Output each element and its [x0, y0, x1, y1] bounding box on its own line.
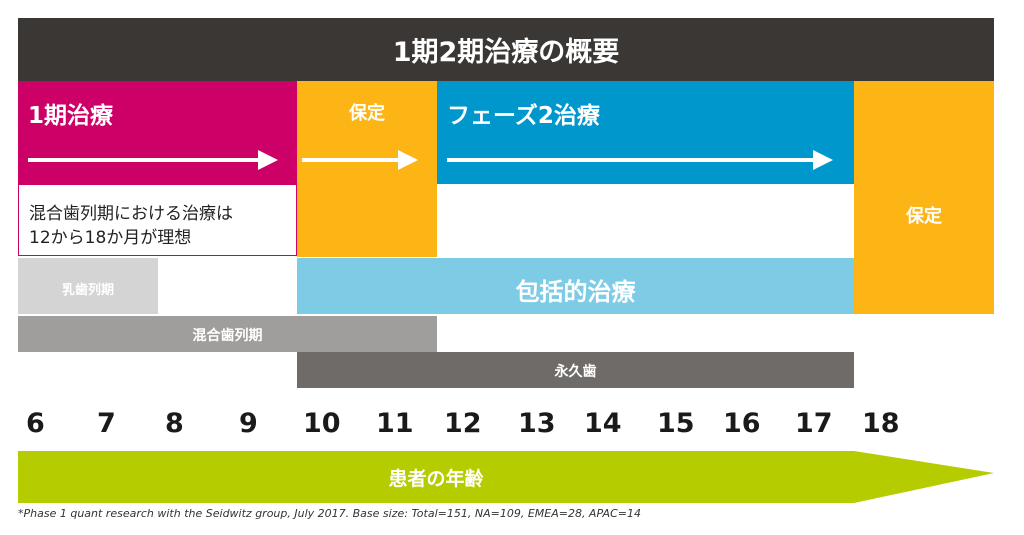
retention-arrow-icon	[302, 150, 418, 170]
age-tick-7: 7	[97, 408, 116, 439]
age-tick-9: 9	[239, 408, 258, 439]
retention-label-right: 保定	[906, 206, 942, 227]
phase2-arrow-icon	[447, 150, 833, 170]
phase2-label: フェーズ2治療	[447, 103, 600, 129]
age-tick-14: 14	[584, 408, 622, 439]
age-arrow-icon	[18, 451, 994, 503]
mixed-dentition-label: 混合歯列期	[192, 328, 263, 344]
phase1-note-line1: 混合歯列期における治療は	[29, 204, 233, 224]
age-tick-12: 12	[444, 408, 482, 439]
age-tick-8: 8	[165, 408, 184, 439]
title-bar: 1期2期治療の概要	[18, 18, 994, 81]
age-tick-18: 18	[862, 408, 900, 439]
phase1-arrow-icon	[28, 150, 278, 170]
primary-dentition-bar	[18, 258, 158, 314]
comprehensive-treatment-bar	[297, 258, 854, 314]
footnote: *Phase 1 quant research with the Seidwit…	[18, 507, 641, 520]
retention-block-right	[854, 81, 994, 314]
permanent-dentition-label: 永久歯	[554, 364, 597, 380]
age-tick-13: 13	[518, 408, 556, 439]
phase1-note-box: 混合歯列期における治療は 12から18か月が理想	[18, 184, 297, 256]
phase1-label: 1期治療	[28, 103, 114, 129]
phase1-note-line2: 12から18か月が理想	[29, 228, 192, 248]
primary-dentition-label: 乳歯列期	[61, 283, 114, 298]
retention-block-small	[297, 81, 437, 257]
age-tick-11: 11	[376, 408, 414, 439]
age-tick-15: 15	[657, 408, 695, 439]
retention-label-small: 保定	[349, 103, 385, 124]
age-tick-6: 6	[26, 408, 45, 439]
phase2-block	[437, 81, 854, 184]
comprehensive-treatment-label: 包括的治療	[515, 278, 636, 306]
permanent-dentition-bar	[297, 352, 854, 388]
age-axis-label: 患者の年齢	[388, 468, 484, 490]
age-tick-17: 17	[795, 408, 833, 439]
phase1-block	[18, 81, 297, 184]
page-title: 1期2期治療の概要	[392, 37, 620, 68]
age-tick-10: 10	[303, 408, 341, 439]
mixed-dentition-bar	[18, 316, 437, 352]
age-tick-16: 16	[723, 408, 761, 439]
